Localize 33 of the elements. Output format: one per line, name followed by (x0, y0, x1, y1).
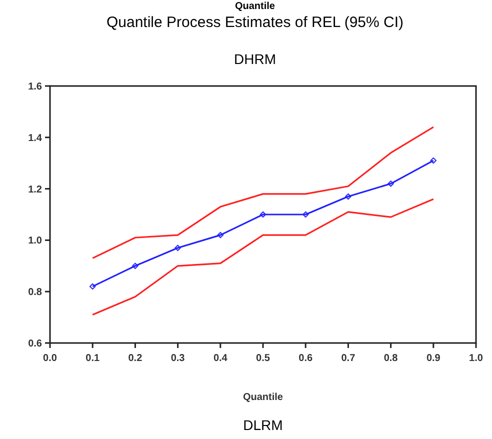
chart-title: Quantile Process Estimates of REL (95% CI) (106, 14, 404, 31)
y-tick-label: 1.4 (28, 132, 42, 144)
y-tick-label: 0.8 (28, 287, 42, 298)
x-tick-label: 0.9 (426, 353, 441, 364)
text: DLRM (243, 417, 283, 433)
point (174, 244, 181, 252)
point (302, 211, 309, 218)
x-tick-label: 0.0 (43, 353, 58, 364)
y-tick-label: 1.6 (28, 82, 42, 92)
x-tick-label: 0.4 (213, 353, 228, 364)
line-series (92, 198, 434, 316)
chart-subtitle: DHRM (234, 51, 276, 67)
x-tick-label: 0.7 (341, 353, 356, 364)
x-tick-label: 0.6 (298, 353, 313, 364)
x-tick-label: 0.8 (384, 353, 398, 364)
x-tick-label: 0.1 (86, 353, 100, 364)
line-series (92, 126, 434, 259)
x-tick-label: 1.0 (469, 353, 484, 364)
point (430, 157, 436, 164)
text: Quantile (234, 1, 276, 12)
point (132, 262, 138, 269)
y-tick-label: 1.2 (28, 184, 42, 196)
point (217, 232, 224, 238)
point (90, 283, 96, 290)
x-axis-title: Quantile (242, 392, 284, 403)
point (345, 193, 352, 200)
point (388, 180, 394, 187)
x-tick-label: 0.3 (170, 353, 186, 364)
x-tick-label: 0.2 (128, 353, 143, 364)
x-tick-label: 0.5 (256, 353, 270, 364)
y-tick-label: 1.0 (28, 236, 42, 247)
y-tick-label: 0.6 (28, 338, 42, 350)
point (260, 211, 266, 218)
